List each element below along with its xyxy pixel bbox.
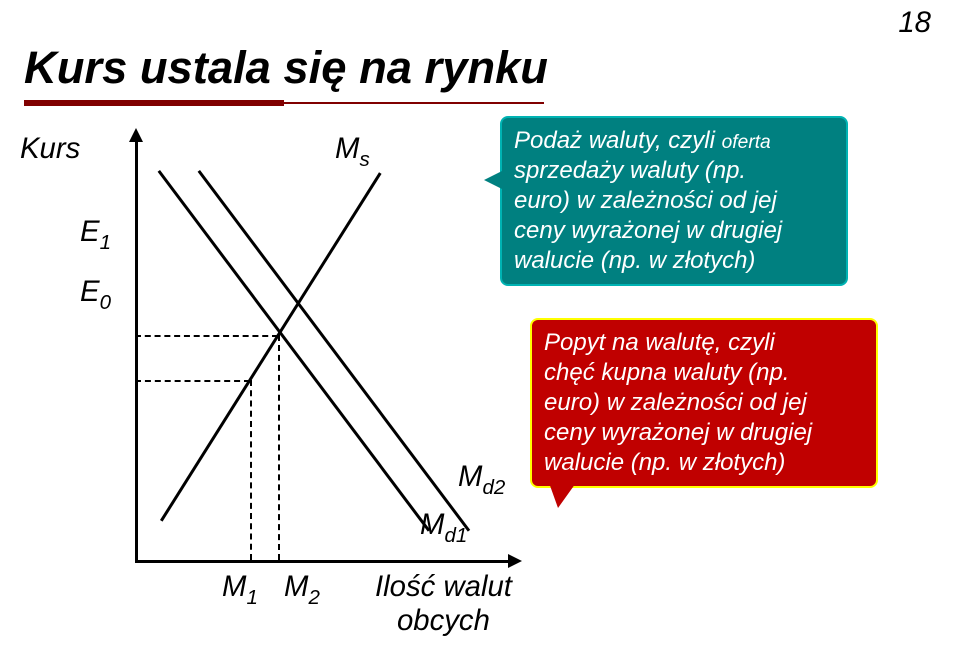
supply-demand-chart: Kurs E1 E0 Ms Md2 Md1 M1 M2 Ilość walut … xyxy=(80,140,880,610)
title-underline-thin xyxy=(284,102,544,104)
label-e0-sub: 0 xyxy=(100,291,111,314)
callout-demand-l1: Popyt na walutę, czyli xyxy=(544,329,775,356)
label-ms-base: M xyxy=(335,132,359,165)
label-ms: Ms xyxy=(335,132,370,166)
y-axis xyxy=(135,140,138,560)
callout-demand: Popyt na walutę, czyli chęć kupna waluty… xyxy=(530,318,878,488)
supply-line xyxy=(160,172,382,521)
callout-demand-l3: euro) w zależności od jej xyxy=(544,389,807,416)
label-m2: M2 xyxy=(284,570,320,604)
x-axis-label: Ilość walut obcych xyxy=(375,570,512,638)
label-e1-base: E xyxy=(80,215,100,248)
x-axis xyxy=(135,560,510,563)
dash-e0-h xyxy=(135,380,250,382)
label-m2-base: M xyxy=(284,570,308,603)
dash-m2-v xyxy=(278,335,280,560)
callout-demand-l4: ceny wyrażonej w drugiej xyxy=(544,419,812,446)
label-md2-base: M xyxy=(458,460,482,493)
page-number: 18 xyxy=(898,6,931,40)
label-md2: Md2 xyxy=(458,460,505,494)
callout-demand-l2: chęć kupna waluty (np. xyxy=(544,359,789,386)
label-e1-sub: 1 xyxy=(100,231,111,254)
label-e0-base: E xyxy=(80,275,100,308)
label-m1-base: M xyxy=(222,570,246,603)
callout-supply-l3: euro) w zależności od jej xyxy=(514,187,777,214)
callout-supply-l4: ceny wyrażonej w drugiej xyxy=(514,217,782,244)
page-title: Kurs ustala się na rynku xyxy=(24,42,548,94)
callout-demand-tail xyxy=(548,480,578,508)
label-m1-sub: 1 xyxy=(246,586,257,609)
callout-supply-oferta: oferta xyxy=(722,132,771,153)
callout-supply-tail xyxy=(484,170,504,190)
label-md2-sub: d2 xyxy=(482,476,505,499)
callout-supply-l1: Podaż waluty, czyli xyxy=(514,127,722,154)
y-axis-label: Kurs xyxy=(20,132,80,166)
callout-supply-l5: walucie (np. w złotych) xyxy=(514,247,755,274)
demand-line-1 xyxy=(158,170,431,532)
callout-supply: Podaż waluty, czyli oferta sprzedaży wal… xyxy=(500,116,848,286)
demand-line-2 xyxy=(198,170,471,532)
label-e1: E1 xyxy=(80,215,111,249)
label-md1-sub: d1 xyxy=(444,524,467,547)
label-md1-base: M xyxy=(420,508,444,541)
title-underline-thick xyxy=(24,100,284,106)
callout-demand-l5: walucie (np. w złotych) xyxy=(544,449,785,476)
y-axis-arrow xyxy=(129,128,143,142)
label-m2-sub: 2 xyxy=(308,586,319,609)
dash-m1-v xyxy=(250,380,252,560)
dash-e1-h xyxy=(135,335,278,337)
label-ms-sub: s xyxy=(359,148,369,171)
x-axis-arrow xyxy=(508,554,522,568)
title-underline xyxy=(24,100,544,106)
label-md1: Md1 xyxy=(420,508,467,542)
label-m1: M1 xyxy=(222,570,258,604)
label-e0: E0 xyxy=(80,275,111,309)
callout-supply-l2: sprzedaży waluty (np. xyxy=(514,157,746,184)
